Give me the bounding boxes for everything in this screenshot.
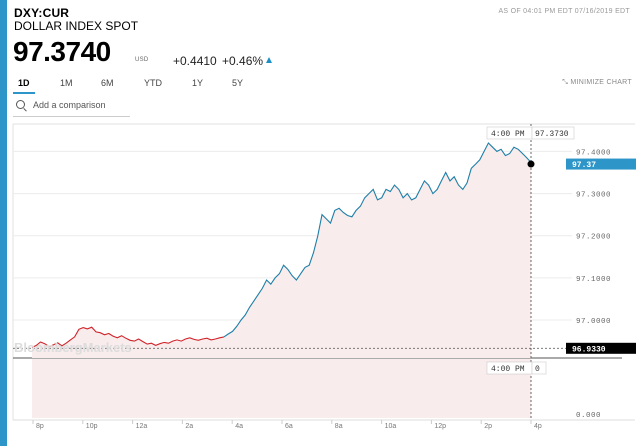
bloomberg-watermark: BloombergMarkets: [14, 340, 132, 355]
comparison-search[interactable]: Add a comparison: [13, 96, 130, 117]
tab-ytd[interactable]: YTD: [144, 78, 162, 88]
y-tick-label: 97.3000: [576, 192, 611, 200]
minimize-chart-button[interactable]: ⤡ MINIMIZE CHART: [562, 79, 632, 87]
last-price-badge: [566, 158, 636, 170]
lower-value: 0: [535, 365, 540, 374]
x-tick-label: 10a: [385, 423, 397, 430]
price-change-percent: +0.46%: [222, 54, 264, 68]
collapse-arrows-icon: ⤡: [562, 79, 569, 86]
last-price-label: 97.37: [572, 161, 596, 170]
crosshair-time: 4:00 PM: [491, 130, 525, 139]
crosshair-value-box: [531, 126, 575, 140]
previous-close-badge: [566, 342, 636, 354]
minimize-chart-label: MINIMIZE CHART: [570, 79, 632, 86]
x-tick-label: 2a: [185, 423, 193, 430]
x-tick-label: 8a: [335, 423, 343, 430]
x-tick-label: 8p: [36, 423, 44, 430]
lower-pane-fill: [32, 359, 531, 418]
as-of-timestamp: AS OF 04:01 PM EDT 07/16/2019 EDT: [498, 8, 630, 15]
price-line: [223, 142, 532, 338]
crosshair-value: 97.3730: [535, 130, 569, 139]
lower-value-box: [531, 361, 547, 375]
x-tick-label: 12a: [136, 423, 148, 430]
active-tab-indicator: [13, 92, 35, 94]
previous-close-label: 96.9330: [572, 345, 606, 354]
x-axis: 8p 10p 12a 2a 4a 6a 8a 10a 12p 2p 4p: [32, 420, 542, 430]
last-price: 97.3740: [13, 36, 111, 67]
x-tick-label: 6a: [285, 423, 293, 430]
ticker-symbol: DXY:CUR: [14, 6, 70, 20]
accent-bar: [0, 0, 7, 446]
tab-1m[interactable]: 1M: [60, 78, 73, 88]
x-tick-label: 10p: [86, 423, 98, 430]
instrument-name: DOLLAR INDEX SPOT: [14, 19, 139, 33]
y-tick-label: 97.0000: [576, 318, 611, 326]
crosshair-marker: [527, 160, 535, 168]
x-tick-label: 4a: [235, 423, 243, 430]
x-tick-label: 12p: [434, 423, 446, 430]
price-area-fill: [32, 143, 531, 358]
price-change: +0.4410: [173, 54, 217, 68]
search-icon: [16, 100, 25, 109]
x-tick-label: 2p: [484, 423, 492, 430]
tab-1d[interactable]: 1D: [18, 78, 30, 88]
x-tick-label: 4p: [534, 423, 542, 430]
tab-5y[interactable]: 5Y: [232, 78, 244, 88]
y-tick-label: 97.1000: [576, 276, 611, 284]
tab-1y[interactable]: 1Y: [192, 78, 204, 88]
up-arrow-icon: [266, 57, 272, 63]
lower-axis-label: 0.000: [576, 412, 601, 420]
y-tick-label: 97.2000: [576, 234, 611, 242]
comparison-input[interactable]: Add a comparison: [33, 100, 106, 110]
price-line-below-close: [31, 326, 225, 348]
y-tick-label: 97.4000: [576, 149, 611, 157]
lower-time: 4:00 PM: [491, 365, 525, 374]
currency-label: USD: [135, 57, 149, 63]
tab-6m[interactable]: 6M: [101, 78, 114, 88]
y-axis: 97.4000 97.3000 97.2000 97.1000 97.0000: [576, 149, 611, 326]
